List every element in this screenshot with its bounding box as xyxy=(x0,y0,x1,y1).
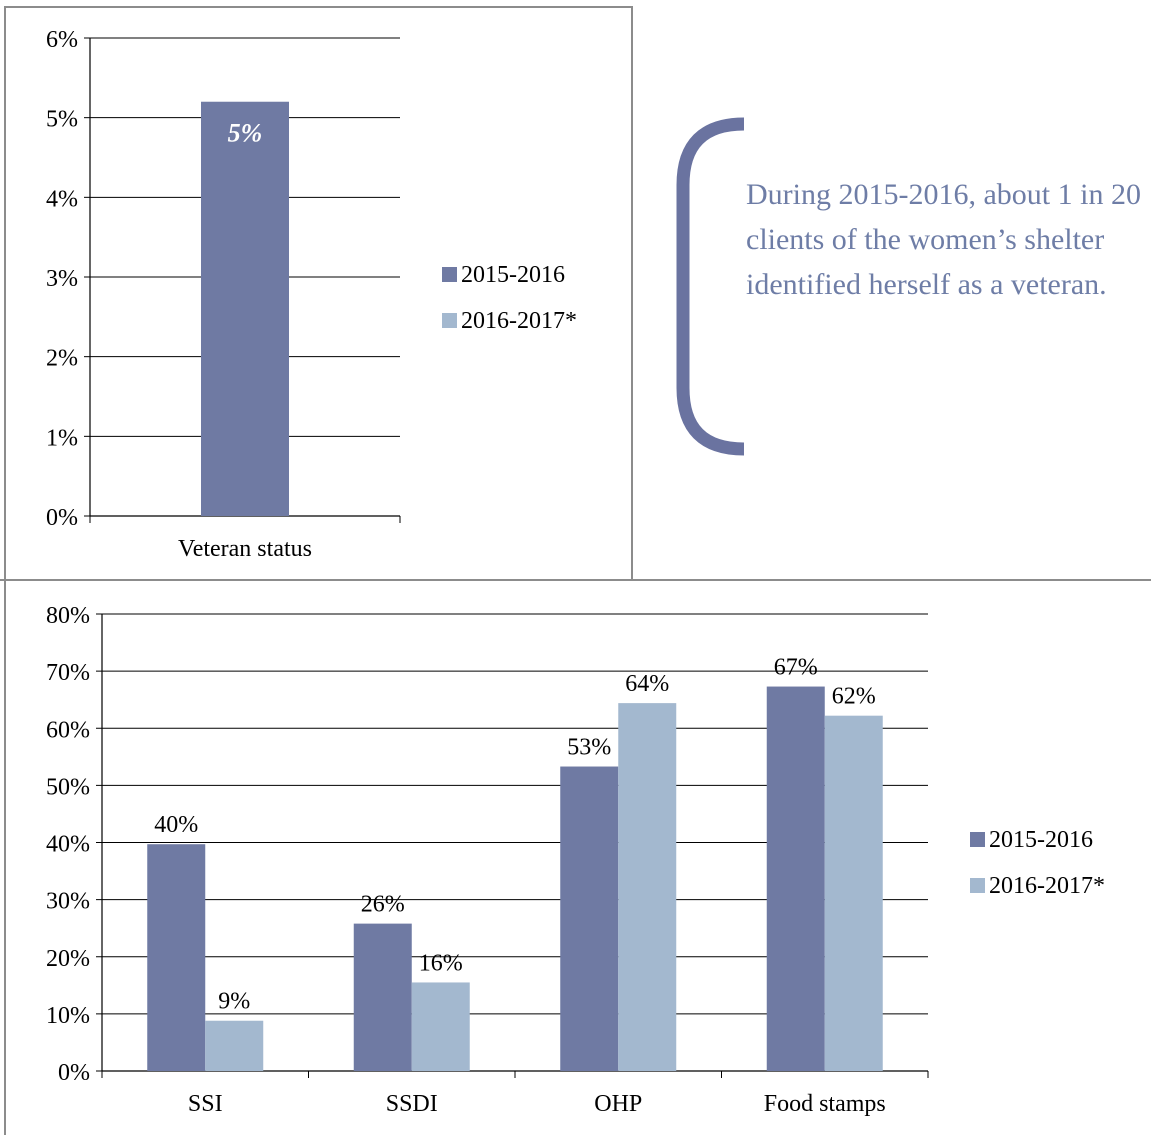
y-tick-label: 50% xyxy=(46,774,90,800)
bar xyxy=(766,686,825,1071)
y-tick-label: 2% xyxy=(46,346,78,372)
legend-label: 2016-2017* xyxy=(461,308,577,334)
bar xyxy=(205,1020,264,1071)
legend-swatch xyxy=(970,878,985,893)
data-label: 53% xyxy=(567,735,611,761)
x-tick-label: OHP xyxy=(594,1091,642,1117)
y-tick-label: 5% xyxy=(46,107,78,133)
bar xyxy=(201,101,289,516)
y-tick-label: 30% xyxy=(46,889,90,915)
data-label: 67% xyxy=(774,655,818,681)
y-tick-label: 80% xyxy=(46,603,90,629)
bar xyxy=(618,703,677,1071)
x-tick-label: SSDI xyxy=(386,1091,438,1117)
x-tick-label: SSI xyxy=(188,1091,223,1117)
legend-swatch xyxy=(970,832,985,847)
x-tick-label: Food stamps xyxy=(764,1091,886,1117)
bar xyxy=(560,766,619,1071)
legend-label: 2015-2016 xyxy=(461,262,565,288)
y-tick-label: 6% xyxy=(46,27,78,53)
benefits-chart: 0% 10% 20% 30% 40% 50% 60% 70% 80% SSI 40% 9% SSDI 26… xyxy=(46,603,1105,1117)
data-label: 40% xyxy=(154,812,198,838)
callout-bracket xyxy=(676,117,745,456)
y-tick-label: 20% xyxy=(46,946,90,972)
veteran-status-chart: 0% 1% 2% 3% 4% 5% 6% Veteran status 5% 2015-2016 2… xyxy=(46,27,577,562)
bar xyxy=(824,715,883,1071)
top-chart-frame xyxy=(4,6,633,581)
bar xyxy=(353,923,412,1071)
y-tick-label: 4% xyxy=(46,186,78,212)
y-tick-label: 0% xyxy=(58,1060,90,1086)
y-tick-label: 40% xyxy=(46,832,90,858)
bar xyxy=(147,844,206,1071)
data-label: 64% xyxy=(625,671,669,697)
legend-label: 2015-2016 xyxy=(989,827,1093,853)
legend-swatch xyxy=(442,313,457,328)
y-tick-label: 70% xyxy=(46,660,90,686)
legend-swatch xyxy=(442,267,457,282)
data-label: 26% xyxy=(361,892,405,918)
y-tick-label: 10% xyxy=(46,1003,90,1029)
y-tick-label: 3% xyxy=(46,266,78,292)
data-label: 5% xyxy=(228,119,263,148)
callout-text: During 2015-2016, about 1 in 20 clients … xyxy=(746,178,1141,301)
y-tick-label: 0% xyxy=(46,505,78,531)
y-tick-label: 60% xyxy=(46,717,90,743)
data-label: 62% xyxy=(832,684,876,710)
data-label: 16% xyxy=(419,950,463,976)
bar xyxy=(411,982,470,1071)
x-tick-label: Veteran status xyxy=(178,536,312,562)
y-tick-label: 1% xyxy=(46,425,78,451)
legend-label: 2016-2017* xyxy=(989,873,1105,899)
data-label: 9% xyxy=(218,989,250,1015)
